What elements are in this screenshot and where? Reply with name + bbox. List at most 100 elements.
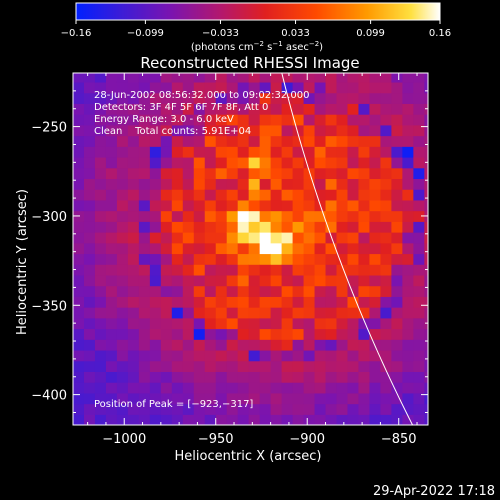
heatmap-cell: [270, 307, 283, 319]
heatmap-cell: [358, 103, 371, 115]
heatmap-cell: [105, 232, 118, 244]
heatmap-cell: [73, 414, 85, 425]
heatmap-cell: [402, 124, 414, 137]
heatmap-cell: [358, 146, 371, 158]
heatmap-cell: [259, 232, 272, 244]
heatmap-cell: [149, 403, 162, 415]
heatmap-cell: [116, 274, 129, 287]
heatmap-cell: [347, 124, 360, 137]
heatmap-cell: [270, 317, 283, 330]
heatmap-cell: [369, 339, 382, 351]
heatmap-cell: [73, 135, 85, 147]
heatmap-cell: [204, 73, 217, 83]
heatmap-cell: [248, 414, 261, 425]
heatmap-cell: [193, 242, 206, 255]
heatmap-cell: [149, 81, 162, 94]
heatmap-cell: [204, 403, 217, 415]
heatmap-cell: [127, 274, 140, 287]
heatmap-cell: [171, 92, 184, 104]
heatmap-cell: [73, 167, 85, 180]
heatmap-cell: [336, 403, 349, 415]
heatmap-cell: [226, 73, 239, 83]
heatmap-cell: [127, 349, 140, 362]
heatmap-cell: [303, 124, 316, 137]
heatmap-cell: [182, 285, 195, 297]
heatmap-cell: [127, 135, 140, 147]
heatmap-cell: [369, 264, 382, 276]
heatmap-cell: [303, 81, 316, 94]
heatmap-cell: [303, 285, 316, 297]
heatmap-cell: [138, 81, 151, 94]
heatmap-cell: [160, 221, 173, 233]
heatmap-cell: [402, 221, 414, 233]
heatmap-cell: [182, 189, 195, 201]
heatmap-cell: [160, 178, 173, 190]
heatmap-cell: [182, 199, 195, 212]
heatmap-cell: [259, 167, 272, 180]
heatmap-cell: [171, 328, 184, 340]
heatmap-cell: [193, 114, 206, 126]
heatmap-cell: [226, 307, 239, 319]
heatmap-cell: [149, 339, 162, 351]
heatmap-cell: [336, 81, 349, 94]
heatmap-cell: [160, 317, 173, 330]
heatmap-cell: [292, 296, 305, 308]
heatmap-cell: [281, 296, 294, 308]
heatmap-cell: [116, 264, 129, 276]
heatmap-cell: [171, 178, 184, 190]
heatmap-cell: [83, 81, 96, 94]
heatmap-cell: [413, 210, 425, 222]
heatmap-cell: [347, 156, 360, 169]
heatmap-cell: [292, 232, 305, 244]
heatmap-cell: [83, 167, 96, 180]
heatmap-cell: [281, 392, 294, 405]
heatmap-cell: [347, 274, 360, 287]
heatmap-cell: [215, 274, 228, 287]
heatmap-cell: [270, 81, 283, 94]
heatmap-cell: [347, 135, 360, 147]
heatmap-cell: [94, 232, 107, 244]
heatmap-cell: [347, 199, 360, 212]
heatmap-cell: [73, 92, 85, 104]
heatmap-cell: [424, 296, 428, 308]
heatmap-cell: [314, 339, 327, 351]
heatmap-cell: [314, 135, 327, 147]
heatmap-cell: [138, 274, 151, 287]
heatmap-cell: [73, 403, 85, 415]
heatmap-cell: [193, 349, 206, 362]
heatmap-cell: [402, 114, 414, 126]
heatmap-cell: [358, 403, 371, 415]
heatmap-cell: [380, 146, 392, 158]
heatmap-cell: [215, 199, 228, 212]
heatmap-cell: [259, 242, 272, 255]
heatmap-cell: [413, 103, 425, 115]
heatmap-cell: [94, 135, 107, 147]
heatmap-cell: [73, 264, 85, 276]
heatmap-cell: [347, 339, 360, 351]
heatmap-cell: [182, 242, 195, 255]
heatmap-cell: [83, 307, 96, 319]
heatmap-cell: [303, 382, 316, 394]
heatmap-cell: [204, 360, 217, 372]
heatmap-cell: [160, 156, 173, 169]
heatmap-cell: [237, 360, 250, 372]
heatmap-cell: [303, 349, 316, 362]
heatmap-cell: [259, 392, 272, 405]
heatmap-cell: [204, 81, 217, 94]
heatmap-cell: [369, 199, 382, 212]
heatmap-cell: [303, 414, 316, 425]
heatmap-cell: [347, 392, 360, 405]
heatmap-cell: [259, 114, 272, 126]
heatmap-cell: [303, 328, 316, 340]
heatmap-cell: [116, 73, 129, 83]
heatmap-cell: [237, 81, 250, 94]
heatmap-cell: [138, 189, 151, 201]
heatmap-cell: [248, 371, 261, 383]
heatmap-cell: [292, 156, 305, 169]
heatmap-cell: [325, 317, 338, 330]
heatmap-cell: [314, 221, 327, 233]
heatmap-cell: [391, 189, 403, 201]
heatmap-cell: [215, 92, 228, 104]
heatmap-cell: [127, 371, 140, 383]
heatmap-cell: [105, 156, 118, 169]
